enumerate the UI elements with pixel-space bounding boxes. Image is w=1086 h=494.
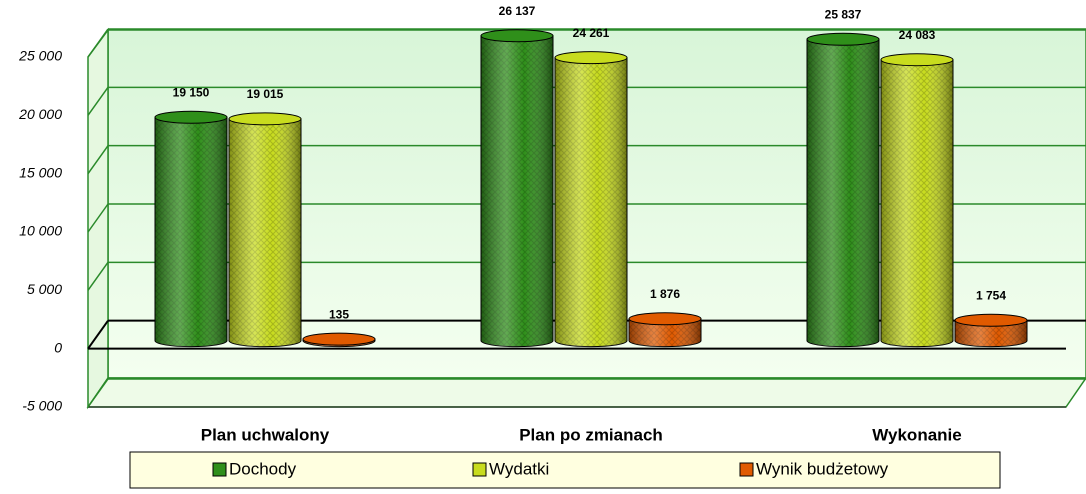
- data-label: 19 150: [173, 85, 210, 99]
- bar: [480, 29, 554, 348]
- grid-line-side: [87, 28, 109, 58]
- legend-box: [129, 451, 1001, 489]
- bar-shade: [629, 318, 701, 347]
- legend-swatch: [739, 462, 754, 477]
- grid-line-side: [87, 378, 109, 408]
- data-label: 19 015: [247, 87, 284, 101]
- bar-top: [302, 332, 376, 346]
- grid-line-side: [87, 145, 109, 175]
- y-tick-label: 0: [54, 339, 62, 355]
- bar-top: [954, 313, 1028, 327]
- bar-top: [628, 312, 702, 326]
- bar-shade: [807, 39, 879, 347]
- legend-label: Wydatki: [489, 459, 549, 478]
- x-tick-label: Wykonanie: [872, 425, 961, 444]
- bar-shade: [481, 35, 553, 347]
- data-label: 1 876: [650, 287, 680, 301]
- y-tick-label: 5 000: [27, 281, 62, 297]
- data-label: 135: [329, 307, 349, 321]
- data-label: 24 083: [899, 28, 936, 42]
- legend-label: Wynik budżetowy: [756, 459, 889, 478]
- grid-line-side: [87, 203, 109, 233]
- x-tick-label: Plan po zmianach: [519, 425, 663, 444]
- grid-line-side: [87, 261, 109, 291]
- bar-top: [806, 32, 880, 46]
- y-tick-label: 15 000: [19, 164, 62, 180]
- data-label: 24 261: [573, 26, 610, 40]
- y-tick-label: 25 000: [18, 48, 62, 64]
- data-label: 25 837: [825, 7, 862, 21]
- grid-line-side: [87, 86, 109, 116]
- data-label: 26 137: [499, 4, 536, 18]
- legend-swatch: [472, 462, 487, 477]
- bar-shade: [155, 117, 227, 347]
- bar-top: [228, 112, 302, 126]
- bar-top: [154, 110, 228, 124]
- legend-label: Dochody: [229, 459, 297, 478]
- bar: [954, 313, 1028, 348]
- bar-shade: [955, 320, 1027, 347]
- x-tick-label: Plan uchwalony: [201, 425, 330, 444]
- bar: [628, 312, 702, 348]
- grid-line-side: [87, 320, 109, 350]
- legend-swatch: [212, 462, 227, 477]
- bar: [554, 51, 628, 348]
- y-tick-label: 20 000: [18, 106, 62, 122]
- bar: [880, 53, 954, 348]
- bar-shade: [555, 57, 627, 347]
- bar-shade: [229, 118, 302, 347]
- bar: [302, 332, 376, 348]
- bar-top: [554, 51, 628, 65]
- y-tick-label: 10 000: [19, 223, 62, 239]
- data-label: 1 754: [976, 288, 1006, 302]
- bar: [806, 32, 880, 348]
- y-tick-label: -5 000: [22, 398, 62, 414]
- bar-top: [480, 29, 554, 43]
- bar-top: [880, 53, 954, 67]
- bar-shade: [881, 59, 953, 347]
- bar: [154, 110, 228, 348]
- bar: [228, 112, 302, 348]
